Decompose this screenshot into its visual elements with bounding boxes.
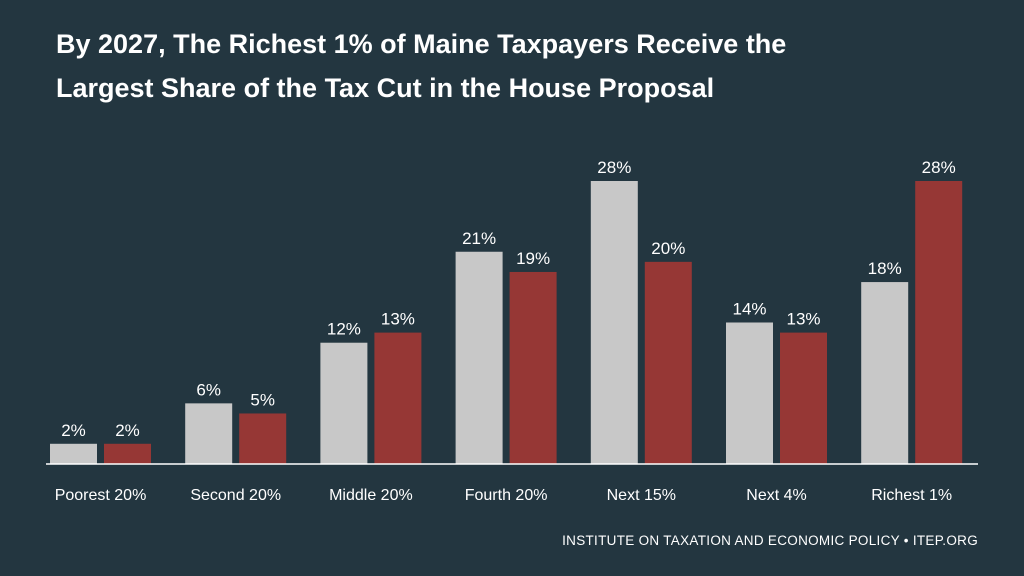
data-label-1-6: 14% — [732, 300, 766, 319]
data-label-1-7: 18% — [868, 259, 902, 278]
data-label-2-6: 13% — [786, 310, 820, 329]
bar-2-2 — [239, 413, 287, 464]
bar-2-4 — [509, 271, 557, 464]
bar-1-7 — [861, 282, 909, 464]
data-label-1-1: 2% — [61, 421, 86, 440]
category-label-4: Fourth 20% — [465, 487, 548, 504]
data-label-2-4: 19% — [516, 249, 550, 268]
category-label-7: Richest 1% — [871, 487, 952, 504]
category-label-2: Second 20% — [190, 487, 281, 504]
bar-1-1 — [50, 443, 97, 464]
bar-2-5 — [644, 261, 692, 464]
data-label-1-4: 21% — [462, 229, 496, 248]
data-label-1-2: 6% — [196, 380, 221, 399]
chart-title: By 2027, The Richest 1% of Maine Taxpaye… — [56, 22, 956, 110]
title-line-2: Largest Share of the Tax Cut in the Hous… — [56, 73, 715, 103]
data-label-2-2: 5% — [250, 390, 275, 409]
bar-2-6 — [780, 332, 827, 464]
bar-2-7 — [915, 181, 963, 464]
bar-1-6 — [726, 322, 773, 464]
data-label-2-5: 20% — [651, 239, 685, 258]
bar-2-1 — [104, 443, 151, 464]
bar-2-3 — [374, 332, 422, 464]
category-label-5: Next 15% — [607, 487, 676, 504]
data-label-2-7: 28% — [922, 158, 956, 177]
category-label-6: Next 4% — [746, 487, 806, 504]
bar-1-5 — [590, 181, 638, 464]
data-label-2-1: 2% — [115, 421, 140, 440]
bar-1-3 — [320, 342, 368, 464]
category-label-1: Poorest 20% — [55, 487, 147, 504]
data-label-1-3: 12% — [327, 320, 361, 339]
bar-1-2 — [185, 403, 233, 464]
title-line-1: By 2027, The Richest 1% of Maine Taxpaye… — [56, 29, 787, 59]
category-label-3: Middle 20% — [329, 487, 413, 504]
data-label-1-5: 28% — [597, 158, 631, 177]
source-footer: INSTITUTE ON TAXATION AND ECONOMIC POLIC… — [562, 533, 978, 548]
data-label-2-3: 13% — [381, 310, 415, 329]
bar-1-4 — [455, 251, 503, 464]
